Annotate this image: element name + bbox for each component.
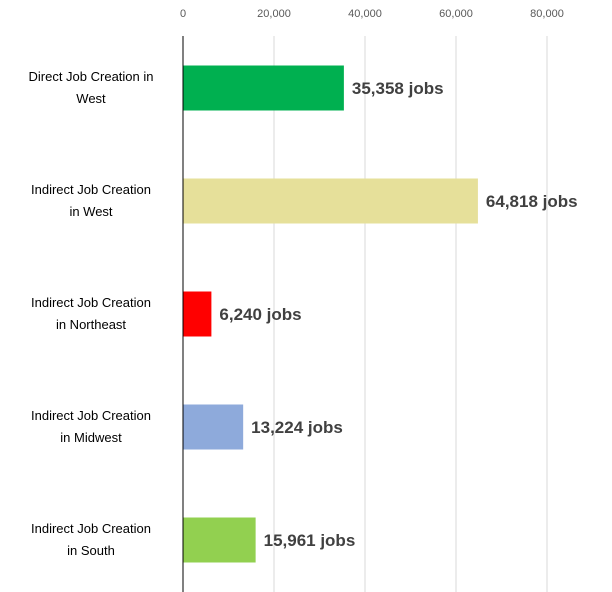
data-label: 6,240 jobs [219,305,301,324]
gridlines [273,36,548,592]
data-labels: 35,358 jobs 64,818 jobs 6,240 jobs 13,224 j… [219,79,577,550]
bar [183,404,244,450]
data-label: 35,358 jobs [352,79,444,98]
category-label: Indirect Job Creation in Northeast [31,295,151,332]
category-label: Direct Job Creation in West [29,69,154,106]
x-tick-label: 0 [180,8,186,20]
bar [183,65,344,111]
category-labels: Direct Job Creation in West Indirect Job C… [29,69,154,558]
bar [183,291,212,337]
category-label: Indirect Job Creation in South [31,521,151,558]
bar [183,178,478,224]
x-tick-label: 60,000 [439,8,473,20]
data-label: 64,818 jobs [486,192,578,211]
category-label: Indirect Job Creation in West [31,182,151,219]
x-axis-ticks: 0 20,000 40,000 60,000 80,000 [180,8,564,20]
bars [183,65,478,563]
category-label: Indirect Job Creation in Midwest [31,408,151,445]
data-label: 15,961 jobs [264,531,356,550]
data-label: 13,224 jobs [251,418,343,437]
bar [183,517,256,563]
x-tick-label: 80,000 [530,8,564,20]
x-tick-label: 20,000 [257,8,291,20]
x-tick-label: 40,000 [348,8,382,20]
